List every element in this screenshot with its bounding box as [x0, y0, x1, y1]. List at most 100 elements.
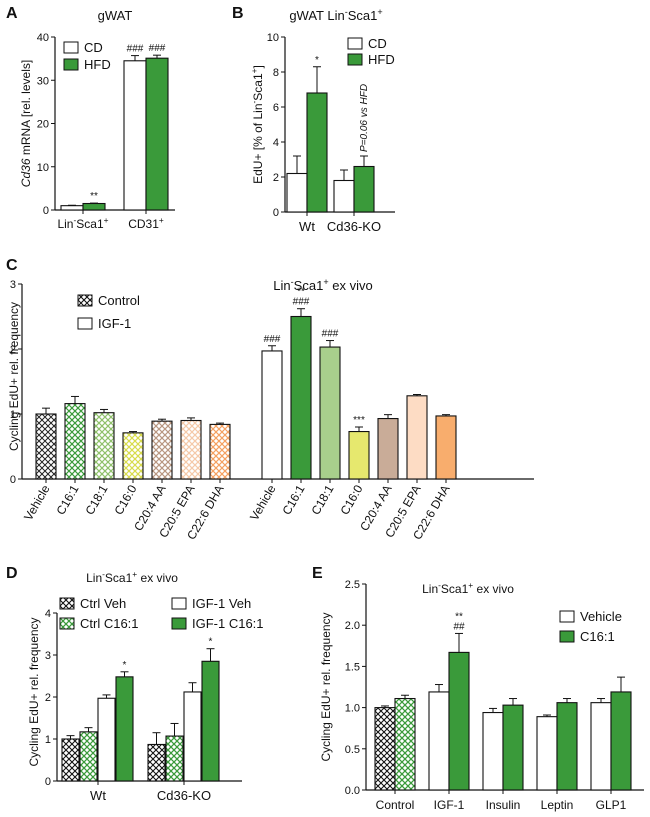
e-x-tick-label: GLP1	[596, 798, 627, 812]
d-y-tick-label: 2	[45, 692, 51, 704]
e-bar	[482, 711, 504, 791]
e-bar	[428, 691, 450, 791]
b-y-tick-label: 10	[267, 32, 279, 44]
c-title-part: +	[323, 277, 328, 287]
a-legend-label: HFD	[84, 57, 111, 72]
d-bar	[97, 697, 116, 782]
a-x-tick-label-part: -	[73, 215, 76, 225]
b-y-tick-label: 8	[273, 67, 279, 79]
d-y-tick-label: 1	[45, 734, 51, 746]
b-y-tick-label: 2	[273, 172, 279, 184]
c-x-tick-label: C16:0	[111, 482, 139, 517]
d-title-part: +	[132, 569, 137, 579]
d-bar	[165, 735, 184, 782]
c-title-part: Lin	[273, 278, 290, 293]
c-x-tick-label: Vehicle	[21, 482, 53, 523]
c-x-tick-label: C16:0	[337, 482, 365, 517]
d-bar	[115, 676, 134, 782]
c-bar	[261, 350, 283, 480]
b-title-part: gWAT Lin	[289, 8, 344, 23]
e-bar	[610, 691, 632, 791]
e-bar	[502, 704, 524, 791]
a-title: gWAT	[98, 8, 133, 23]
panel-label-d: D	[6, 565, 18, 582]
d-legend-label: IGF-1 C16:1	[192, 616, 264, 631]
c-bar	[180, 419, 202, 480]
b-bar	[286, 172, 308, 213]
e-legend-label: Vehicle	[580, 609, 622, 624]
e-legend-label: C16:1	[580, 629, 615, 644]
d-title-part: Sca1	[105, 571, 133, 585]
b-significance: *	[315, 55, 319, 66]
e-y-tick-label: 0.5	[345, 744, 360, 756]
a-x-tick-label-part: Lin	[57, 217, 73, 231]
d-legend-swatch	[171, 617, 187, 630]
a-significance: ###	[149, 43, 166, 54]
e-y-axis-label: Cycling EdU+ rel. frequency	[319, 612, 333, 761]
a-bar	[60, 205, 84, 211]
d-legend-swatch	[59, 597, 75, 610]
e-title-part: +	[468, 580, 473, 590]
d-y-tick-label: 0	[45, 776, 51, 788]
c-significance: **	[297, 287, 305, 298]
b-legend-swatch	[347, 37, 363, 50]
c-significance: ***	[353, 415, 365, 426]
c-legend-label: Control	[98, 293, 140, 308]
panel-a-chart: 0 10 20 30 40 gWAT Cd36 mRNA [rel. levels] ** Li…	[19, 8, 175, 231]
a-y-axis-label: Cd36 mRNA [rel. levels]	[19, 60, 33, 187]
c-bar	[348, 430, 370, 480]
d-x-tick-label: Cd36-KO	[157, 788, 211, 803]
b-y-tick-label: 6	[273, 102, 279, 114]
b-bar	[353, 165, 375, 213]
e-legend-swatch	[559, 630, 575, 643]
b-bar	[306, 92, 328, 213]
a-x-tick-label-part: CD31	[128, 217, 159, 231]
c-y-tick-label: 3	[10, 279, 16, 291]
c-bar	[151, 420, 173, 480]
a-x-tick-label-part: +	[104, 215, 109, 225]
d-legend-swatch	[171, 597, 187, 610]
panel-c-chart: 0 1 2 3 Lin-Sca1+ ex vivo Cycling EdU+ rel. f…	[7, 277, 534, 542]
c-legend-swatch	[77, 294, 93, 307]
c-significance: ###	[322, 329, 339, 340]
c-y-tick-label: 2	[10, 344, 16, 356]
d-title-part: Lin	[86, 571, 102, 585]
c-x-tick-label: C18:1	[308, 482, 336, 517]
c-legend-label: IGF-1	[98, 316, 131, 331]
d-legend-label: Ctrl Veh	[80, 596, 126, 611]
a-legend-label: CD	[84, 40, 103, 55]
b-y-axis-label: EdU+ [% of Lin-Sca1+]	[249, 65, 265, 184]
b-side-note: P=0.06 vs HFD	[359, 84, 370, 152]
d-y-tick-label: 4	[45, 608, 51, 620]
a-y-tick-label: 40	[37, 32, 49, 44]
d-bar	[61, 738, 80, 782]
d-legend-swatch	[59, 617, 75, 630]
e-bar	[374, 707, 396, 791]
c-y-tick-label: 0	[10, 474, 16, 486]
d-y-tick-label: 3	[45, 650, 51, 662]
b-y-axis-label-part: EdU+ [% of Lin	[251, 104, 265, 184]
e-title-part: Sca1	[441, 582, 469, 596]
e-title-part: Lin	[422, 582, 438, 596]
a-x-tick-label-part: Sca1	[76, 217, 104, 231]
e-x-tick-label: Control	[376, 798, 415, 812]
c-legend-swatch	[77, 317, 93, 330]
c-title-part: ex vivo	[329, 278, 373, 293]
e-bar	[556, 702, 578, 791]
c-bar	[35, 413, 57, 480]
b-title-part: Sca1	[348, 8, 378, 23]
c-y-axis-label: Cycling EdU+ rel. frequency	[7, 302, 21, 451]
b-x-tick-label: Cd36-KO	[327, 219, 381, 234]
c-title-part: -	[291, 277, 294, 287]
a-bar	[82, 202, 106, 211]
b-y-axis-label-part: +	[249, 68, 259, 73]
a-legend-swatch	[63, 41, 79, 54]
b-title-part: +	[377, 7, 382, 17]
b-legend-swatch	[347, 53, 363, 66]
d-significance: *	[209, 637, 213, 648]
c-title-part: Sca1	[294, 278, 324, 293]
d-legend-label: Ctrl C16:1	[80, 616, 139, 631]
e-x-tick-label: Leptin	[541, 798, 574, 812]
